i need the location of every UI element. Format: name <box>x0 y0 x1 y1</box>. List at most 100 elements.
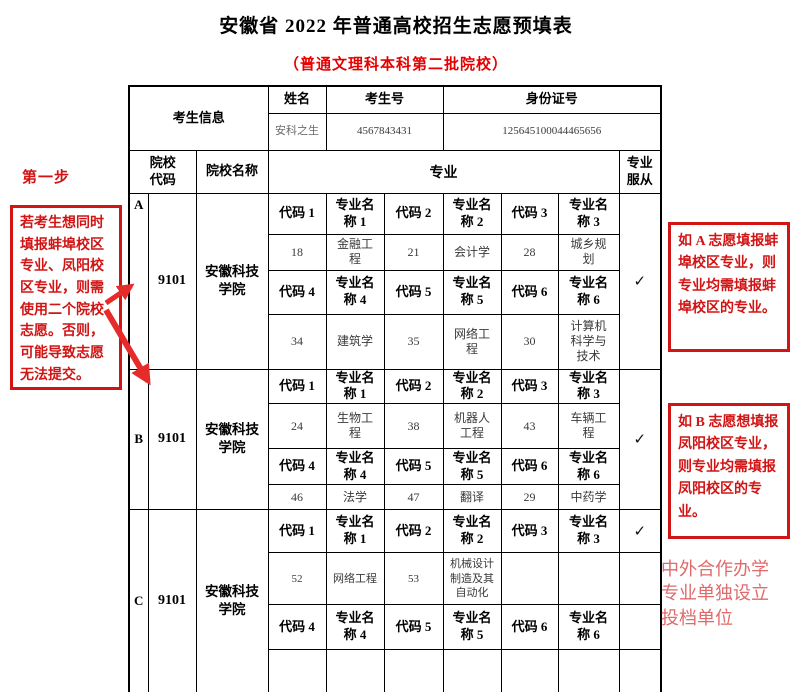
major-name-cell: 网络工 程 <box>442 313 502 370</box>
college-code-value-c: 9101 <box>147 509 197 692</box>
major-code-cell: 47 <box>383 484 444 511</box>
right-note-box-b: 如 B 志愿想填报凤阳校区专业，则专业均需填报凤阳校区的专业。 <box>668 403 790 539</box>
id-label: 身份证号 <box>442 85 662 114</box>
major-code-header: 代码 6 <box>500 269 559 315</box>
major-code-header: 代码 6 <box>500 604 559 651</box>
empty-cell <box>500 649 559 692</box>
page-subtitle: （普通文理科本科第二批院校） <box>283 57 508 73</box>
left-note-box: 若考生想同时填报蚌埠校区专业、凤阳校区专业，则需使用二个院校志愿。否则，可能导致… <box>10 205 122 390</box>
major-code-header: 代码 4 <box>267 269 327 315</box>
major-name-cell: 计算机 科学与 技术 <box>557 313 620 370</box>
major-name-header: 专业名 称 2 <box>442 509 502 554</box>
major-name-cell: 车辆工 程 <box>557 403 620 450</box>
major-name-header: 专业名 称 1 <box>325 192 385 235</box>
major-name-header: 专业名 称 5 <box>442 604 502 651</box>
coop-program-note: 中外合作办学专业单独设立投档单位 <box>661 559 769 628</box>
name-value: 安科之生 <box>267 112 327 151</box>
major-header: 专业 <box>267 149 620 194</box>
major-code-cell: 38 <box>383 403 444 450</box>
major-name-header: 专业名 称 5 <box>442 269 502 315</box>
major-name-cell: 生物工 程 <box>325 403 385 450</box>
major-name-cell: 翻译 <box>442 484 502 511</box>
obedience-checkmark-c: ✓ <box>618 509 662 554</box>
major-name-cell: 城乡规 划 <box>557 233 620 271</box>
college-name-value-b: 安徽科技 学院 <box>195 368 269 511</box>
major-name-cell: 建筑学 <box>325 313 385 370</box>
obedience-checkmark-a: ✓ <box>618 192 662 370</box>
empty-cell <box>267 649 327 692</box>
empty-cell <box>500 552 559 606</box>
major-code-header: 代码 3 <box>500 509 559 554</box>
major-code-cell: 18 <box>267 233 327 271</box>
major-code-cell: 53 <box>383 552 444 606</box>
empty-cell <box>325 649 385 692</box>
id-value: 125645100044465656 <box>442 112 662 151</box>
major-name-header: 专业名 称 1 <box>325 368 385 405</box>
volunteer-letter-a: A <box>128 192 149 370</box>
volunteer-letter-c: C <box>128 509 149 692</box>
major-name-header: 专业名 称 3 <box>557 368 620 405</box>
volunteer-form-table: 考生信息 姓名 考生号 身份证号 安科之生 4567843431 1256451… <box>128 85 662 692</box>
college-name-value-a: 安徽科技 学院 <box>195 192 269 370</box>
empty-cell <box>557 649 620 692</box>
major-code-cell: 35 <box>383 313 444 370</box>
obedience-checkmark-b: ✓ <box>618 368 662 511</box>
college-code-header: 院校 代码 <box>128 149 197 194</box>
empty-cell <box>618 649 662 692</box>
major-name-header: 专业名 称 5 <box>442 448 502 486</box>
page-title: 安徽省 2022 年普通高校招生志愿预填表 <box>219 16 573 37</box>
major-code-header: 代码 1 <box>267 368 327 405</box>
major-code-cell: 34 <box>267 313 327 370</box>
major-name-header: 专业名 称 6 <box>557 448 620 486</box>
major-code-header: 代码 3 <box>500 368 559 405</box>
major-name-cell: 金融工 程 <box>325 233 385 271</box>
major-code-cell: 28 <box>500 233 559 271</box>
empty-cell <box>383 649 444 692</box>
major-code-header: 代码 3 <box>500 192 559 235</box>
empty-cell <box>618 604 662 651</box>
major-name-cell: 中药学 <box>557 484 620 511</box>
empty-cell <box>618 552 662 606</box>
major-code-cell: 24 <box>267 403 327 450</box>
empty-cell <box>442 649 502 692</box>
major-code-header: 代码 5 <box>383 269 444 315</box>
major-code-cell: 52 <box>267 552 327 606</box>
major-name-header: 专业名 称 4 <box>325 269 385 315</box>
major-code-header: 代码 6 <box>500 448 559 486</box>
step-label: 第一步 <box>22 170 71 186</box>
major-name-header: 专业名 称 1 <box>325 509 385 554</box>
major-name-cell: 网络工程 <box>325 552 385 606</box>
major-code-header: 代码 2 <box>383 509 444 554</box>
major-code-cell: 46 <box>267 484 327 511</box>
major-name-header: 专业名 称 4 <box>325 448 385 486</box>
major-code-header: 代码 2 <box>383 368 444 405</box>
right-note-box-a: 如 A 志愿填报蚌埠校区专业，则专业均需填报蚌埠校区的专业。 <box>668 222 790 352</box>
major-name-header: 专业名 称 3 <box>557 192 620 235</box>
major-code-cell: 43 <box>500 403 559 450</box>
major-code-header: 代码 4 <box>267 604 327 651</box>
major-name-header: 专业名 称 2 <box>442 368 502 405</box>
name-label: 姓名 <box>267 85 327 114</box>
major-code-header: 代码 5 <box>383 604 444 651</box>
major-code-header: 代码 1 <box>267 192 327 235</box>
major-code-header: 代码 5 <box>383 448 444 486</box>
major-name-header: 专业名 称 4 <box>325 604 385 651</box>
major-code-cell: 29 <box>500 484 559 511</box>
volunteer-letter-b: B <box>128 368 149 511</box>
major-name-cell: 机器人 工程 <box>442 403 502 450</box>
college-name-value-c: 安徽科技 学院 <box>195 509 269 692</box>
major-name-cell: 会计学 <box>442 233 502 271</box>
major-name-header: 专业名 称 2 <box>442 192 502 235</box>
major-name-header: 专业名 称 6 <box>557 269 620 315</box>
major-code-header: 代码 4 <box>267 448 327 486</box>
exam-no-label: 考生号 <box>325 85 444 114</box>
major-name-cell: 机械设计 制造及其 自动化 <box>442 552 502 606</box>
major-code-header: 代码 2 <box>383 192 444 235</box>
exam-no-value: 4567843431 <box>325 112 444 151</box>
candidate-info-label: 考生信息 <box>128 85 269 151</box>
major-name-header: 专业名 称 3 <box>557 509 620 554</box>
college-name-header: 院校名称 <box>195 149 269 194</box>
major-code-header: 代码 1 <box>267 509 327 554</box>
major-name-header: 专业名 称 6 <box>557 604 620 651</box>
